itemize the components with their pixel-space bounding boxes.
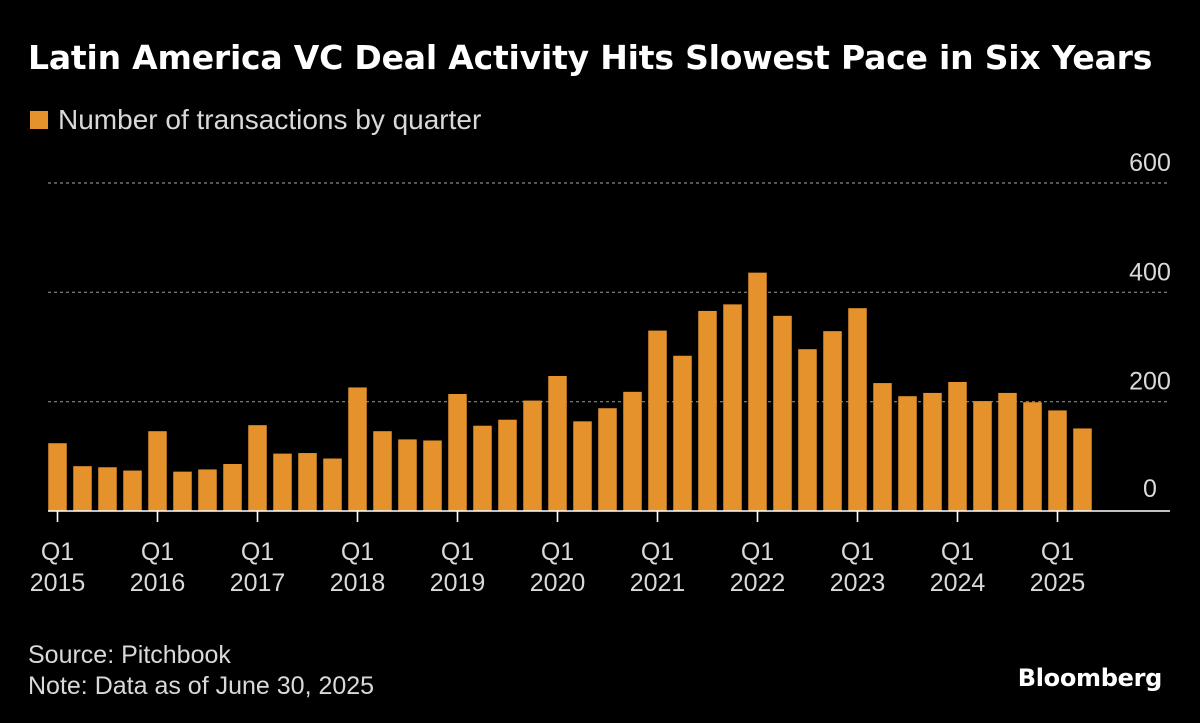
x-tick-label-year: 2020 [530, 569, 586, 597]
bar [1048, 410, 1067, 511]
bar [623, 391, 642, 511]
bar [398, 439, 417, 511]
bar [48, 443, 67, 511]
data-note: Note: Data as of June 30, 2025 [28, 672, 375, 700]
bar [448, 394, 467, 511]
bar [648, 330, 667, 511]
bar [898, 396, 917, 511]
bar [348, 387, 367, 511]
bloomberg-logo: Bloomberg [1017, 664, 1163, 692]
bar [873, 383, 892, 511]
x-tick-label-quarter: Q1 [141, 538, 174, 566]
bar [598, 408, 617, 511]
x-tick-label-quarter: Q1 [541, 538, 574, 566]
x-tick-label-year: 2022 [730, 569, 786, 597]
bar [823, 331, 842, 511]
bar [473, 425, 492, 511]
x-tick-label-year: 2021 [630, 569, 686, 597]
x-tick-label-year: 2024 [930, 569, 986, 597]
bar [273, 453, 292, 511]
x-tick-label-quarter: Q1 [41, 538, 74, 566]
x-tick-label-quarter: Q1 [241, 538, 274, 566]
x-tick-label-quarter: Q1 [641, 538, 674, 566]
x-tick-label-year: 2015 [30, 569, 86, 597]
x-tick-label-quarter: Q1 [441, 538, 474, 566]
x-tick-label-quarter: Q1 [741, 538, 774, 566]
bar [1023, 402, 1042, 511]
chart-title: Latin America VC Deal Activity Hits Slow… [28, 38, 1153, 77]
bar [73, 466, 92, 511]
x-tick-label-year: 2019 [430, 569, 486, 597]
bar [798, 349, 817, 511]
bar [123, 470, 142, 511]
legend-swatch [30, 111, 48, 129]
x-tick-label-year: 2023 [830, 569, 886, 597]
footer: Source: Pitchbook Note: Data as of June … [28, 640, 374, 702]
source-note: Source: Pitchbook [28, 641, 231, 669]
x-tick-label-quarter: Q1 [1041, 538, 1074, 566]
legend: Number of transactions by quarter [30, 104, 481, 136]
bar [723, 304, 742, 511]
bar [98, 467, 117, 511]
bar [223, 463, 242, 511]
bar [523, 400, 542, 511]
bar [923, 392, 942, 511]
x-tick-label-quarter: Q1 [941, 538, 974, 566]
y-tick-label: 200 [1129, 368, 1171, 396]
y-tick-label: 400 [1129, 258, 1171, 286]
bar [198, 469, 217, 511]
bar [748, 272, 767, 511]
bar [298, 453, 317, 511]
bar [573, 421, 592, 511]
bar [148, 431, 167, 511]
legend-label: Number of transactions by quarter [58, 104, 482, 135]
bar [248, 425, 267, 511]
bar [423, 440, 442, 511]
x-tick-label-quarter: Q1 [341, 538, 374, 566]
bar [948, 381, 967, 511]
bar [548, 375, 567, 511]
x-tick-label-year: 2017 [230, 569, 286, 597]
bar [373, 431, 392, 511]
bar [498, 419, 517, 511]
y-tick-label: 600 [1129, 149, 1171, 177]
bar [998, 392, 1017, 511]
bar [973, 401, 992, 511]
x-tick-label-year: 2025 [1030, 569, 1086, 597]
x-tick-label-year: 2016 [130, 569, 186, 597]
y-tick-label: 0 [1143, 475, 1157, 503]
bar [173, 471, 192, 511]
x-tick-label-year: 2018 [330, 569, 386, 597]
bar [848, 308, 867, 511]
bar [773, 315, 792, 511]
bar [673, 355, 692, 511]
bar [1073, 428, 1092, 511]
x-tick-label-quarter: Q1 [841, 538, 874, 566]
bar [698, 310, 717, 511]
bar [323, 458, 342, 511]
